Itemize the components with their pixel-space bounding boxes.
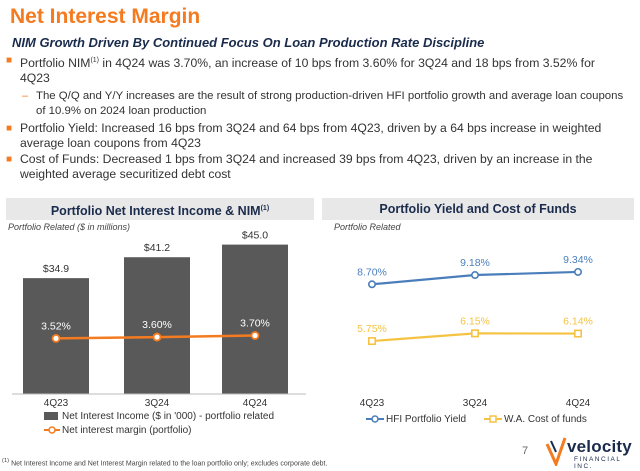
bullet-yield: ■ Portfolio Yield: Increased 16 bps from … xyxy=(6,121,626,151)
yield-point-3q24 xyxy=(470,271,479,280)
bullet-cost: ■ Cost of Funds: Decreased 1 bps from 3Q2… xyxy=(6,152,626,182)
nim-label-4q23: 3.52% xyxy=(41,320,71,332)
footnote-text: Net Interest Income and Net Interest Mar… xyxy=(11,460,328,468)
bullet-marker-icon: ■ xyxy=(6,123,13,135)
legend-bar-swatch xyxy=(44,412,58,421)
cost-point-4q23 xyxy=(367,337,376,346)
nim-label-4q24: 3.70% xyxy=(240,318,270,330)
nim-label-3q24: 3.60% xyxy=(142,319,172,331)
cost-label-4q23: 5.75% xyxy=(357,323,387,335)
bar-nii-3q24 xyxy=(124,257,190,394)
cost-point-4q24 xyxy=(573,329,582,338)
bullet-text: Portfolio Yield: Increased 16 bps from 3… xyxy=(20,121,602,151)
nim-point-4q24 xyxy=(250,331,260,340)
bullet-text: in 4Q24 was 3.70%, an increase of 10 bps… xyxy=(20,56,595,86)
legend-cost-swatch xyxy=(484,415,502,424)
yield-label-4q24: 9.34% xyxy=(563,254,593,266)
page-subtitle: NIM Growth Driven By Continued Focus On … xyxy=(12,35,485,50)
legend-nim-label: Net interest margin (portfolio) xyxy=(62,425,192,436)
yield-point-4q23 xyxy=(367,280,376,289)
x-tick-left-3q24: 3Q24 xyxy=(145,398,170,409)
bar-label-4q23: $34.9 xyxy=(43,263,69,275)
x-tick-right-4q24: 4Q24 xyxy=(566,398,591,409)
bullet-nim-detail: – The Q/Q and Y/Y increases are the resul… xyxy=(6,89,626,118)
bullet-nim: ■ Portfolio NIM(1) in 4Q24 was 3.70%, an … xyxy=(6,53,626,86)
cost-label-3q24: 6.15% xyxy=(460,315,490,327)
nim-point-4q23 xyxy=(51,333,61,343)
right-panel-title: Portfolio Yield and Cost of Funds xyxy=(322,198,634,220)
logo-subtext: FINANCIAL INC. xyxy=(574,456,622,470)
left-panel-note: Portfolio Related ($ in millions) xyxy=(8,222,131,232)
bullet-text: Portfolio NIM xyxy=(20,56,91,71)
yield-label-4q23: 8.70% xyxy=(357,266,387,278)
velocity-logo-icon xyxy=(545,437,567,466)
legend-cost-label: W.A. Cost of funds xyxy=(504,414,587,425)
legend-nim: Net interest margin (portfolio) xyxy=(44,425,192,436)
legend-nim-swatch xyxy=(44,426,60,435)
yield-label-3q24: 9.18% xyxy=(460,257,490,269)
cost-label-4q24: 6.14% xyxy=(563,316,593,328)
footnote-sup: (1) xyxy=(2,458,10,464)
bullet-marker-icon: ■ xyxy=(6,55,13,66)
legend-yield-label: HFI Portfolio Yield xyxy=(386,414,467,425)
legend-yield-swatch xyxy=(366,415,384,424)
bullet-text: Cost of Funds: Decreased 1 bps from 3Q24… xyxy=(20,152,593,182)
dash-marker-icon: – xyxy=(22,90,29,103)
bullet-list: ■ Portfolio NIM(1) in 4Q24 was 3.70%, an … xyxy=(6,53,626,182)
left-panel-title: Portfolio Net Interest Income & NIM(1) xyxy=(6,198,314,220)
left-panel-title-sup: (1) xyxy=(260,205,270,212)
footnote: (1) Net Interest Income and Net Interest… xyxy=(2,458,327,467)
legend-bar-label: Net Interest Income ($ in '000) - portfo… xyxy=(62,411,275,422)
nim-point-3q24 xyxy=(152,332,162,342)
x-tick-left-4q23: 4Q23 xyxy=(44,398,69,409)
legend-cost: W.A. Cost of funds xyxy=(484,414,587,425)
legend-yield: HFI Portfolio Yield xyxy=(366,414,466,425)
x-tick-right-3q24: 3Q24 xyxy=(463,398,488,409)
bullet-sup: (1) xyxy=(90,57,99,64)
bar-nii-4q24 xyxy=(222,244,288,394)
x-tick-left-4q24: 4Q24 xyxy=(243,398,268,409)
legend-bar: Net Interest Income ($ in '000) - portfo… xyxy=(44,411,274,422)
page-number: 7 xyxy=(522,445,529,457)
right-panel-note: Portfolio Related xyxy=(334,222,401,232)
logo-wordmark: velocity xyxy=(567,437,632,456)
x-tick-right-4q23: 4Q23 xyxy=(360,398,385,409)
bullet-text: The Q/Q and Y/Y increases are the result… xyxy=(36,90,624,117)
left-panel-title-text: Portfolio Net Interest Income & NIM xyxy=(50,204,261,219)
bar-label-3q24: $41.2 xyxy=(144,242,170,254)
bullet-marker-icon: ■ xyxy=(6,154,13,166)
page-title: Net Interest Margin xyxy=(10,5,201,28)
cost-point-3q24 xyxy=(470,329,479,338)
yield-point-4q24 xyxy=(573,267,582,276)
bar-label-4q24: $45.0 xyxy=(242,230,268,242)
